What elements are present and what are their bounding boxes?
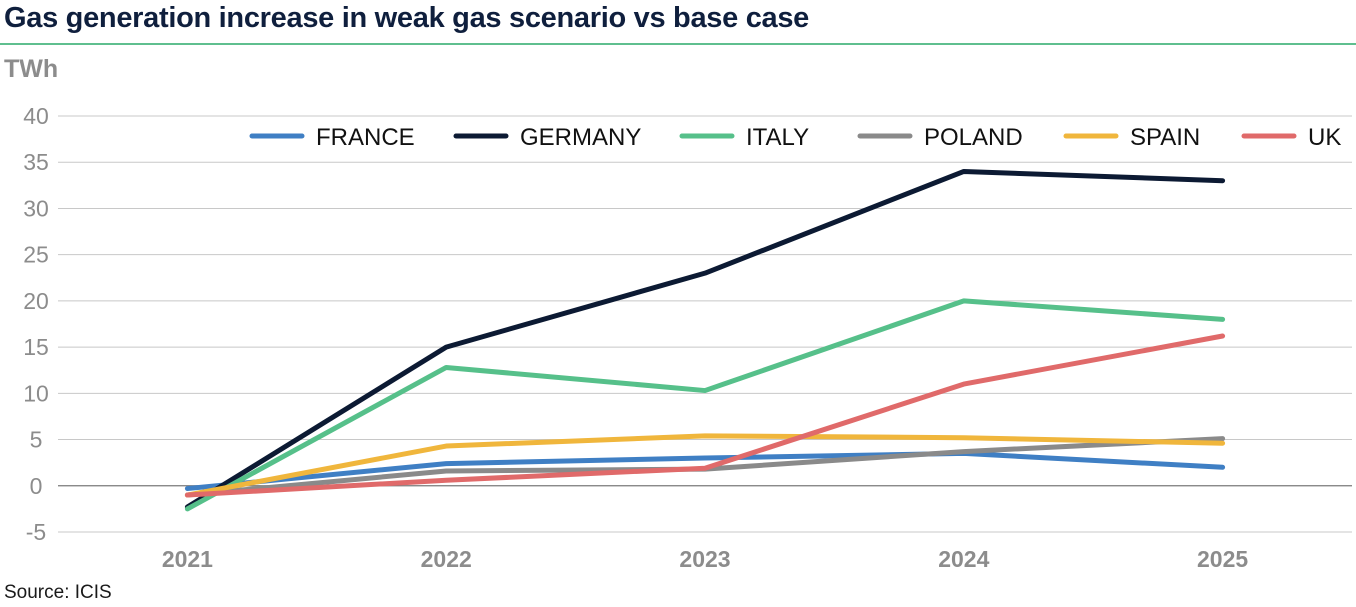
legend-label-uk: UK: [1308, 124, 1341, 151]
gridlines: [58, 115, 1352, 533]
y-tick-label: 35: [23, 149, 49, 175]
series-line-spain: [184, 433, 1226, 498]
legend-label-poland: POLAND: [924, 124, 1023, 151]
x-tick-label: 2025: [1197, 546, 1248, 572]
y-tick-label: 0: [30, 473, 43, 499]
series-line-france: [184, 450, 1226, 492]
x-tick-label: 2022: [421, 546, 472, 572]
series-lines: [184, 168, 1226, 512]
x-tick-label: 2021: [162, 546, 213, 572]
y-axis-unit-label: TWh: [4, 55, 59, 83]
series-line-uk: [184, 333, 1226, 498]
y-tick-label: 20: [23, 288, 49, 314]
legend-label-spain: SPAIN: [1130, 124, 1200, 151]
title-divider: [0, 43, 1356, 45]
y-tick-label: 10: [23, 380, 49, 406]
series-line-italy: [184, 298, 1226, 512]
x-tick-label: 2024: [938, 546, 989, 572]
series-line-germany: [184, 168, 1226, 510]
y-tick-label: 40: [23, 103, 49, 129]
chart-title: Gas generation increase in weak gas scen…: [4, 2, 810, 34]
legend-label-italy: ITALY: [746, 124, 809, 151]
x-tick-label: 2023: [679, 546, 730, 572]
legend-label-germany: GERMANY: [520, 124, 641, 151]
x-axis-ticks: 2021 2022 2023 2024 2025: [162, 546, 1249, 572]
legend: FRANCE GERMANY ITALY POLAND SPAIN UK: [249, 124, 1341, 151]
legend-label-france: FRANCE: [316, 124, 415, 151]
source-note: Source: ICIS: [4, 582, 112, 603]
y-tick-label: 15: [23, 334, 49, 360]
y-tick-label: 5: [30, 427, 43, 453]
y-tick-label: 30: [23, 195, 49, 221]
y-tick-label: 25: [23, 242, 49, 268]
y-tick-label: -5: [26, 519, 46, 545]
y-axis-ticks: -5 0 5 10 15 20 25 30 35 40: [23, 103, 49, 545]
